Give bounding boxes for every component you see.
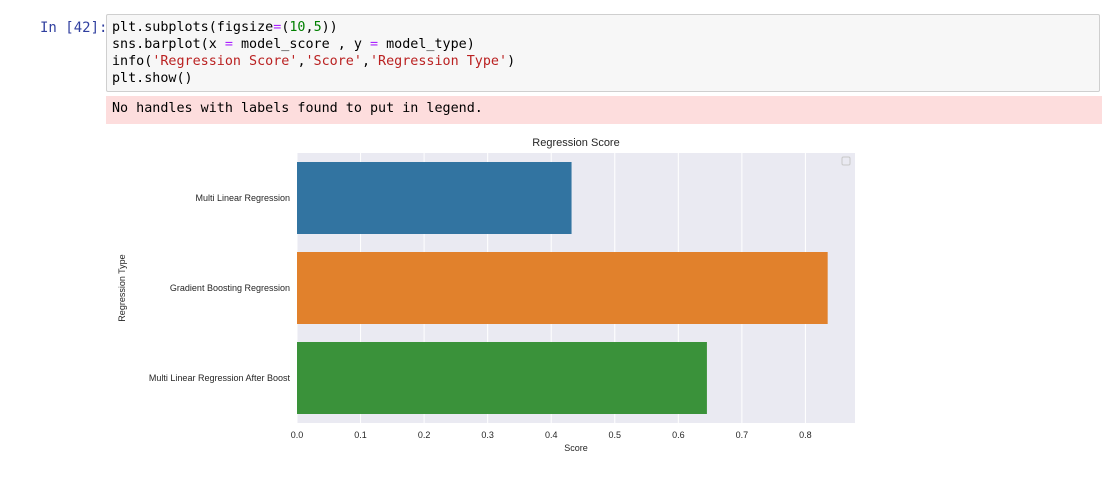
- x-tick-label: 0.2: [418, 430, 431, 440]
- code-input-area[interactable]: plt.subplots(figsize=(10,5)) sns.barplot(…: [106, 14, 1100, 92]
- bar: [297, 342, 707, 414]
- x-tick-label: 0.8: [799, 430, 812, 440]
- x-tick-label: 0.0: [291, 430, 304, 440]
- legend-box: [841, 156, 851, 166]
- y-tick-label: Gradient Boosting Regression: [170, 283, 290, 293]
- y-tick-label: Multi Linear Regression After Boost: [149, 373, 291, 383]
- bar: [297, 162, 572, 234]
- bar: [297, 252, 828, 324]
- code-line-3: info('Regression Score','Score','Regress…: [112, 54, 516, 69]
- code-line-1: plt.subplots(figsize=(10,5)): [112, 20, 338, 35]
- y-tick-label: Multi Linear Regression: [195, 193, 290, 203]
- y-axis-label: Regression Type: [117, 254, 127, 321]
- x-tick-label: 0.1: [354, 430, 367, 440]
- x-tick-label: 0.7: [736, 430, 749, 440]
- x-axis-label: Score: [564, 443, 588, 453]
- x-tick-label: 0.3: [481, 430, 494, 440]
- chart-title: Regression Score: [532, 137, 619, 149]
- x-tick-label: 0.6: [672, 430, 685, 440]
- code-line-4: plt.show(): [112, 71, 193, 86]
- code-line-2: sns.barplot(x = model_score , y = model_…: [112, 37, 475, 52]
- x-tick-label: 0.5: [609, 430, 622, 440]
- stderr-output: No handles with labels found to put in l…: [106, 96, 1102, 124]
- x-tick-label: 0.4: [545, 430, 558, 440]
- cell-prompt: In [42]:: [40, 20, 108, 36]
